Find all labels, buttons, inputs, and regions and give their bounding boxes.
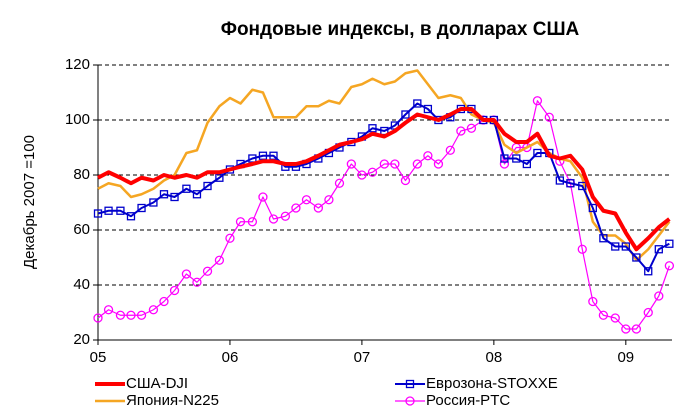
marker bbox=[413, 99, 422, 108]
marker bbox=[137, 203, 146, 213]
marker bbox=[423, 151, 433, 161]
marker bbox=[611, 242, 620, 251]
marker bbox=[423, 104, 433, 114]
y-tick-label: 100 bbox=[65, 111, 90, 128]
marker bbox=[313, 203, 324, 213]
marker bbox=[654, 291, 664, 301]
legend-marker bbox=[405, 396, 415, 406]
marker bbox=[445, 145, 455, 155]
marker bbox=[588, 203, 597, 213]
marker bbox=[533, 148, 542, 158]
y-tick-label: 20 bbox=[73, 331, 90, 348]
marker bbox=[400, 175, 411, 186]
marker bbox=[664, 261, 674, 271]
marker bbox=[610, 313, 620, 323]
x-tick-label: 08 bbox=[486, 349, 503, 366]
marker bbox=[93, 313, 103, 323]
legend-marker bbox=[405, 379, 415, 389]
y-tick-label: 40 bbox=[73, 276, 90, 293]
marker bbox=[126, 212, 136, 221]
marker bbox=[390, 159, 400, 169]
marker bbox=[169, 285, 180, 296]
marker bbox=[192, 190, 202, 199]
marker bbox=[149, 198, 158, 207]
marker bbox=[466, 123, 477, 133]
marker bbox=[93, 209, 103, 218]
legend-label: Япония-N225 bbox=[126, 392, 219, 409]
marker bbox=[301, 195, 312, 205]
marker bbox=[499, 159, 510, 169]
x-tick-label: 07 bbox=[354, 349, 371, 366]
marker bbox=[225, 233, 235, 243]
marker bbox=[578, 181, 587, 191]
marker bbox=[214, 255, 225, 265]
marker bbox=[159, 190, 169, 199]
marker bbox=[104, 206, 113, 215]
marker bbox=[632, 253, 641, 262]
marker bbox=[654, 245, 663, 254]
marker bbox=[235, 217, 246, 227]
marker bbox=[203, 181, 212, 191]
marker bbox=[268, 214, 279, 224]
legend-label: США-DJI bbox=[126, 375, 188, 392]
series-line bbox=[97, 69, 671, 262]
marker bbox=[280, 211, 291, 221]
marker bbox=[433, 159, 444, 169]
marker bbox=[346, 159, 357, 169]
marker bbox=[412, 159, 422, 169]
series-line bbox=[97, 107, 671, 252]
marker bbox=[126, 310, 136, 320]
y-axis-label: Декабрь 2007 =100 bbox=[21, 135, 38, 269]
marker bbox=[598, 310, 609, 320]
marker bbox=[258, 192, 268, 202]
marker bbox=[247, 217, 258, 227]
marker bbox=[367, 167, 378, 177]
marker bbox=[512, 154, 521, 163]
marker bbox=[357, 170, 367, 180]
marker bbox=[631, 324, 642, 334]
x-tick-label: 05 bbox=[90, 349, 107, 366]
marker bbox=[202, 266, 213, 276]
marker bbox=[181, 269, 192, 279]
marker bbox=[555, 176, 564, 185]
marker bbox=[577, 244, 587, 254]
marker bbox=[182, 184, 191, 193]
marker bbox=[599, 234, 608, 243]
marker bbox=[170, 192, 179, 202]
chart-title: Фондовые индексы, в долларах США bbox=[221, 19, 580, 40]
legend-label: Россия-PTC bbox=[426, 392, 510, 409]
y-tick-label: 120 bbox=[65, 56, 90, 73]
marker bbox=[621, 242, 630, 251]
marker bbox=[291, 203, 301, 213]
marker bbox=[379, 159, 389, 169]
y-tick-label: 60 bbox=[73, 221, 90, 238]
marker bbox=[324, 195, 334, 205]
marker bbox=[136, 310, 147, 320]
marker bbox=[103, 305, 114, 315]
marker bbox=[500, 154, 509, 163]
marker bbox=[116, 206, 125, 215]
marker bbox=[159, 296, 169, 307]
marker bbox=[643, 307, 653, 318]
marker bbox=[192, 277, 202, 287]
marker bbox=[644, 267, 653, 276]
marker bbox=[566, 179, 575, 188]
marker bbox=[115, 310, 126, 320]
marker bbox=[665, 239, 674, 248]
marker bbox=[522, 159, 532, 169]
marker bbox=[588, 296, 598, 307]
legend-label: Еврозона-STOXXE bbox=[426, 375, 558, 392]
x-tick-label: 09 bbox=[617, 349, 634, 366]
x-tick-label: 06 bbox=[222, 349, 239, 366]
marker bbox=[544, 112, 554, 122]
marker bbox=[456, 126, 466, 136]
marker bbox=[334, 178, 345, 188]
marker bbox=[621, 324, 631, 334]
marker bbox=[532, 96, 543, 106]
marker bbox=[401, 110, 410, 119]
marker bbox=[148, 305, 159, 315]
marker bbox=[368, 124, 377, 133]
y-tick-label: 80 bbox=[73, 166, 90, 183]
